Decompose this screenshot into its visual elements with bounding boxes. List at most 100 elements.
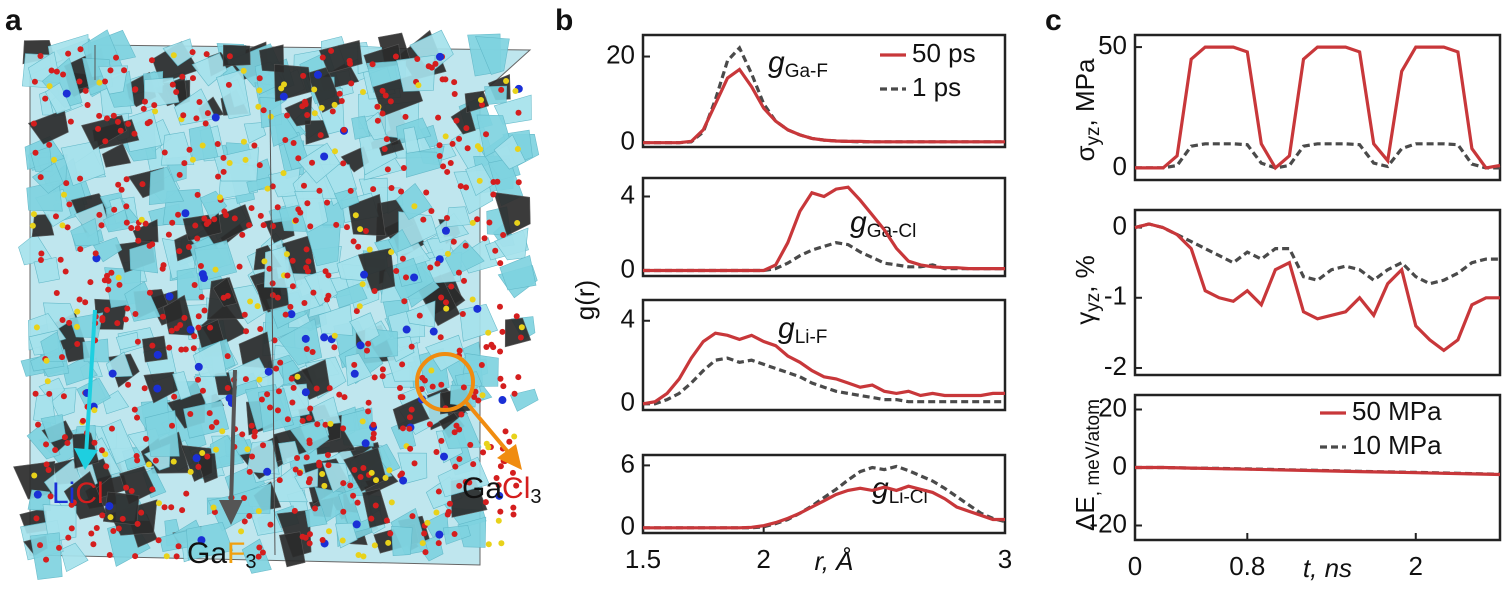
atom: [135, 237, 142, 244]
atom: [366, 246, 373, 253]
atom: [352, 212, 359, 219]
atom: [284, 112, 291, 119]
plot-frame: [641, 453, 1007, 535]
atom: [474, 216, 481, 223]
y-tick-label: 0: [621, 126, 635, 156]
atom: [47, 493, 54, 500]
atom: [195, 376, 202, 383]
atom: [297, 209, 304, 216]
atom: [401, 298, 408, 305]
atom: [190, 345, 197, 352]
atom: [485, 329, 492, 336]
legend-label: 1 ps: [912, 72, 961, 102]
atom: [269, 292, 276, 299]
atom: [460, 277, 467, 284]
atom: [256, 75, 263, 82]
atom: [284, 272, 291, 279]
atom: [287, 310, 296, 319]
atom: [261, 258, 268, 265]
y-axis-label: γyz, %: [1070, 255, 1104, 325]
atom: [410, 273, 419, 282]
atom: [307, 405, 314, 412]
atom: [105, 502, 114, 511]
atom: [451, 531, 458, 538]
polyhedron: [397, 452, 428, 484]
atom: [105, 277, 112, 284]
atom: [290, 140, 297, 147]
arrow: [464, 400, 510, 454]
y-axis-label-main: σ: [1070, 145, 1100, 161]
atom: [215, 173, 222, 180]
annotation-sub: Ga-F: [785, 61, 828, 82]
atom: [313, 385, 320, 392]
polyhedron: [30, 532, 63, 580]
atom: [359, 281, 366, 288]
annotation-sub: Li-Cl: [889, 487, 928, 508]
atom: [319, 54, 326, 61]
atom: [124, 305, 131, 312]
arrowhead: [74, 448, 98, 470]
atom: [219, 428, 226, 435]
polyhedron: [141, 335, 168, 363]
y-tick-label: 50: [1098, 30, 1127, 60]
atom: [347, 482, 354, 489]
atom: [365, 399, 372, 406]
annotation-main: g: [778, 312, 795, 345]
y-axis-label-unit: , MPa: [1070, 58, 1100, 126]
atom: [194, 235, 201, 242]
atom: [62, 268, 69, 275]
atom: [346, 57, 353, 64]
y-tick-label: 0: [1113, 210, 1127, 240]
atom: [74, 308, 81, 315]
compound-part: Cl: [75, 477, 103, 510]
atom: [313, 70, 322, 79]
atom: [317, 132, 324, 139]
atom: [301, 388, 310, 397]
x-tick-label: 1.5: [625, 544, 661, 574]
atom: [131, 406, 138, 413]
annotation-sub: Ga-Cl: [867, 221, 917, 242]
atom: [483, 440, 490, 447]
atom: [368, 469, 375, 476]
atom: [195, 463, 202, 470]
atom: [76, 296, 83, 303]
atom: [490, 191, 497, 198]
atom: [347, 187, 354, 194]
y-axis-label-main: g(r): [570, 280, 600, 320]
atom: [187, 411, 194, 418]
y-tick-label: 4: [621, 179, 635, 209]
polyhedron: [297, 142, 341, 184]
y-tick-label: 0: [1113, 151, 1127, 181]
y-tick-label: 20: [606, 39, 635, 69]
polyhedron: [386, 342, 425, 382]
atom: [408, 406, 415, 413]
atom: [256, 376, 263, 383]
atom: [438, 294, 445, 301]
atom: [186, 146, 193, 153]
atom: [254, 303, 261, 310]
atom: [251, 142, 258, 149]
atom: [263, 467, 272, 476]
atom: [31, 78, 38, 85]
atom: [115, 525, 122, 532]
compound-label: GaF3: [187, 537, 256, 573]
atom: [105, 286, 112, 293]
atom: [44, 378, 51, 385]
atom: [258, 396, 265, 403]
atom: [370, 421, 377, 428]
atom: [442, 133, 449, 140]
atom: [294, 373, 301, 380]
atom: [453, 117, 460, 124]
atom: [43, 357, 50, 364]
polyhedron: [40, 414, 67, 444]
atom: [511, 390, 518, 397]
atom: [213, 419, 220, 426]
polyhedron: [98, 65, 129, 95]
atom: [132, 311, 139, 318]
atom: [381, 146, 388, 153]
polyhedron: [445, 206, 471, 228]
polyhedron: [216, 69, 251, 120]
atom: [428, 208, 435, 215]
polyhedron: [27, 109, 69, 145]
atom: [303, 345, 310, 352]
